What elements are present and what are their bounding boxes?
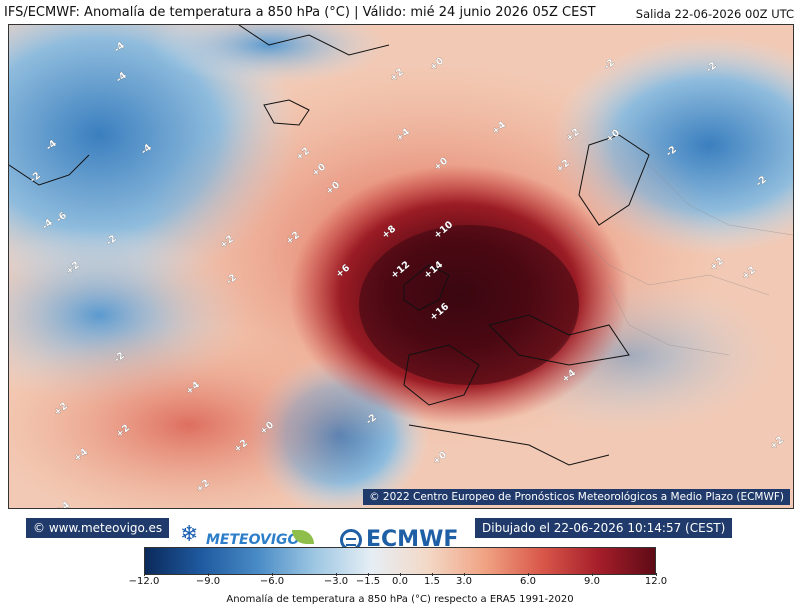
warm-region-south <box>9 325 389 508</box>
colorbar-label: Anomalía de temperatura a 850 hPa (°C) r… <box>226 594 574 605</box>
colorbar-tick-mark <box>464 573 465 576</box>
cold-region-north <box>149 25 389 85</box>
contour-labels: -6-4-4-4-4-4-2-2-2-2-2-2-2-2+2+2+2+2+2+2… <box>28 40 787 508</box>
meteovigo-logo: ❄ METEOVIGO <box>180 522 320 552</box>
colorbar-tick-mark <box>432 573 433 576</box>
anomaly-field: -6-4-4-4-4-4-2-2-2-2-2-2-2-2+2+2+2+2+2+2… <box>9 25 793 508</box>
website-badge[interactable]: © www.meteovigo.es <box>26 518 170 538</box>
run-label: Salida 22-06-2026 00Z UTC <box>635 7 794 21</box>
contour-label: +4 <box>54 499 73 508</box>
coastlines <box>9 25 650 466</box>
coast-greenland-south <box>9 154 90 186</box>
colorbar-tick-label: 0.0 <box>392 576 408 587</box>
colorbar-tick-label: −12.0 <box>128 576 160 587</box>
colorbar-tick-label: 1.5 <box>424 576 440 587</box>
heat-core-center <box>359 225 579 385</box>
copyright-credit: © 2022 Centro Europeo de Pronósticos Met… <box>363 489 790 505</box>
border-line-1 <box>568 224 770 296</box>
colorbar-tick-mark <box>592 573 593 576</box>
coast-iberia <box>403 344 480 406</box>
colorbar-tick-mark <box>272 573 273 576</box>
colorbar-tick-mark <box>528 573 529 576</box>
coast-africa <box>408 424 610 466</box>
colorbar-tick-label: −6.0 <box>259 576 285 587</box>
borders <box>568 164 793 356</box>
colorbar <box>144 547 656 575</box>
coast-iceland <box>263 99 310 126</box>
colorbar-tick-label: 12.0 <box>644 576 668 587</box>
colorbar-tick-mark <box>656 573 657 576</box>
colorbar-tick-label: −9.0 <box>195 576 221 587</box>
colorbar-tick-mark <box>208 573 209 576</box>
snowflake-icon: ❄ <box>180 522 199 547</box>
border-line-3 <box>648 164 793 236</box>
colorbar-tick-mark <box>368 573 369 576</box>
coast-france-italy <box>488 314 630 366</box>
colorbar-tick-mark <box>400 573 401 576</box>
meteovigo-wordmark: METEOVIGO <box>206 532 300 548</box>
colorbar-tick-label: 9.0 <box>584 576 600 587</box>
colorbar-tick-label: −1.5 <box>355 576 381 587</box>
colorbar-tick-label: 6.0 <box>520 576 536 587</box>
anomaly-map[interactable]: -6 -4 -4 -4 -4 -4 -2 -2 -2 -2 -2 -2 -2 -2 +2 +2 +2 +2 +2 +2… <box>8 24 794 509</box>
map-title: IFS/ECMWF: Anomalía de temperatura a 850… <box>4 5 596 20</box>
border-line-2 <box>608 284 730 356</box>
colorbar-tick-label: −3.0 <box>323 576 349 587</box>
leaf-icon <box>292 530 314 544</box>
coast-uk <box>403 264 450 311</box>
colorbar-tick-label: 3.0 <box>456 576 472 587</box>
coast-svalbard <box>238 25 390 56</box>
colorbar-tick-mark <box>336 573 337 576</box>
colorbar-ticks: −12.0 −9.0 −6.0 −3.0 −1.5 0.0 1.5 3.0 6.0 9.0 12.0 <box>129 573 667 588</box>
drawn-timestamp-badge: Dibujado el 22-06-2026 10:14:57 (CEST) <box>475 518 733 538</box>
coast-scandinavia <box>578 134 650 226</box>
colorbar-tick-mark <box>144 573 145 576</box>
